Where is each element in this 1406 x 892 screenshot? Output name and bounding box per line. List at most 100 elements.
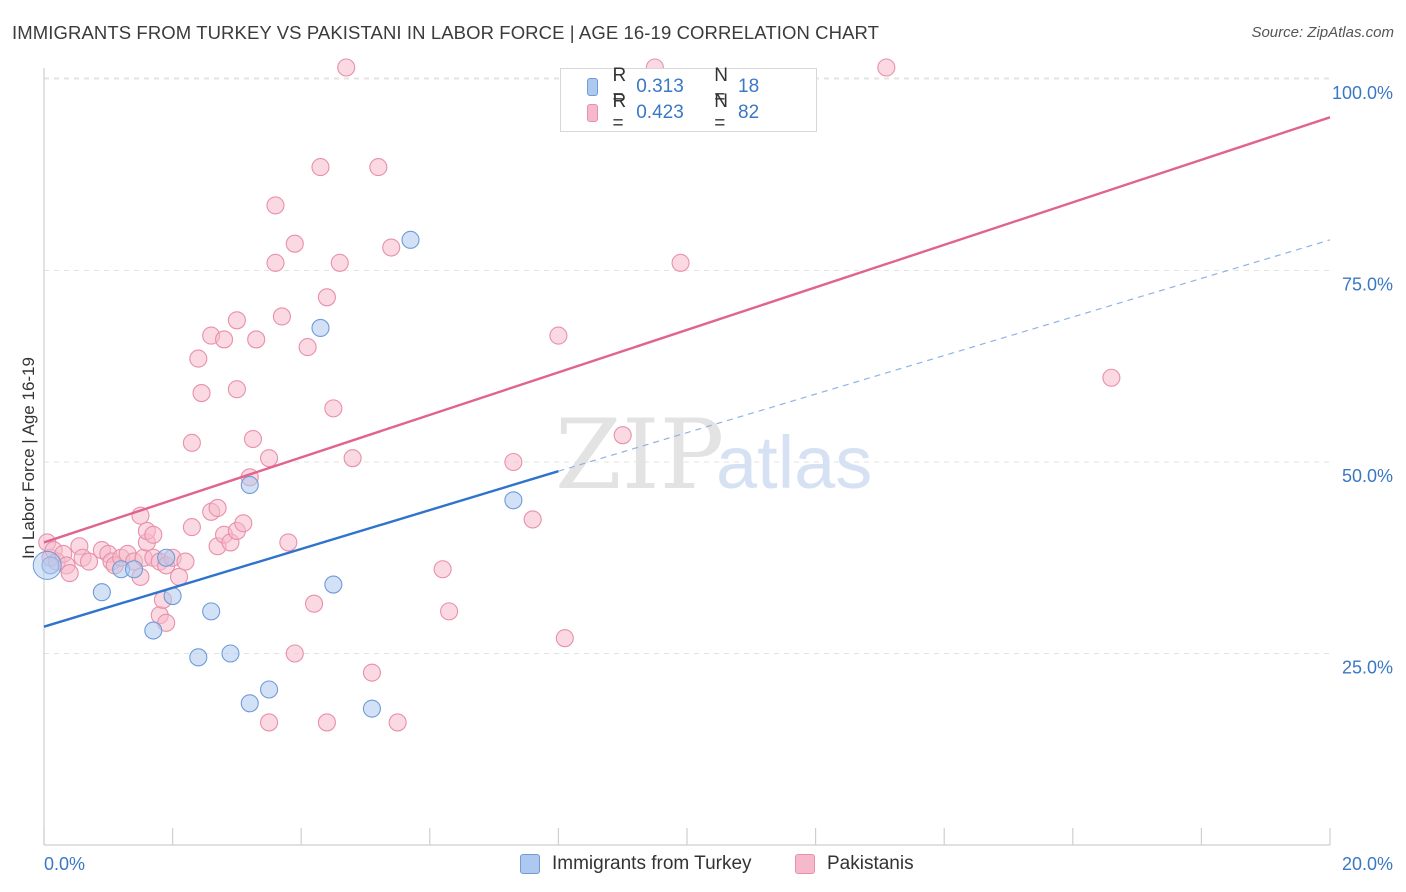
series-legend-turkey: Immigrants from Turkey: [520, 850, 752, 878]
series-label-turkey: Immigrants from Turkey: [552, 853, 752, 874]
point-pakistanis: [144, 525, 163, 544]
x-tick-label-min: 0.0%: [44, 854, 85, 874]
trend-lines: [43, 116, 1331, 628]
point-pakistanis: [311, 158, 330, 177]
point-pakistanis: [79, 552, 99, 571]
point-pakistanis: [259, 449, 279, 468]
point-turkey: [124, 560, 144, 579]
chart-title: IMMIGRANTS FROM TURKEY VS PAKISTANI IN L…: [12, 22, 880, 43]
point-pakistanis: [433, 560, 452, 579]
trend-line-turkey: [43, 470, 559, 628]
point-pakistanis: [613, 426, 632, 445]
series-swatch-pakistanis: [795, 854, 815, 874]
point-pakistanis: [324, 399, 343, 418]
trend-line-turkey-extension: [558, 239, 1331, 472]
point-turkey: [259, 680, 279, 699]
point-pakistanis: [243, 429, 263, 449]
series-swatch-turkey: [520, 854, 540, 874]
tick-labels: 25.0% 50.0% 75.0% 100.0% 0.0% 20.0%: [44, 83, 1393, 874]
point-pakistanis: [192, 384, 211, 403]
watermark-atlas: atlas: [716, 421, 872, 504]
point-pakistanis: [208, 498, 227, 518]
source-credit: Source: ZipAtlas.com: [1251, 24, 1394, 41]
point-pakistanis: [343, 449, 362, 468]
point-turkey: [240, 694, 259, 713]
point-pakistanis: [279, 533, 298, 552]
stats-legend: R = 0.313 N = 18 R = 0.423 N = 82: [560, 65, 817, 134]
point-pakistanis: [317, 288, 336, 307]
point-pakistanis: [504, 452, 523, 472]
legend-swatch-pakistanis: [587, 104, 599, 122]
legend-r-value: 0.313: [636, 76, 684, 97]
y-tick-label: 50.0%: [1342, 466, 1393, 486]
point-turkey: [362, 699, 381, 718]
point-pakistanis: [330, 253, 349, 272]
point-turkey: [311, 318, 330, 338]
trend-line-pakistanis: [43, 116, 1331, 544]
y-axis-label: In Labor Force | Age 16-19: [19, 357, 38, 559]
point-pakistanis: [60, 564, 79, 583]
point-pakistanis: [227, 380, 246, 399]
legend-r-label: R =: [612, 65, 627, 108]
y-tick-label: 75.0%: [1342, 275, 1393, 295]
series-label-pakistanis: Pakistanis: [827, 853, 914, 874]
point-pakistanis: [523, 510, 542, 529]
point-turkey: [189, 648, 208, 667]
point-pakistanis: [337, 58, 356, 77]
point-pakistanis: [369, 158, 388, 177]
point-pakistanis: [671, 253, 690, 272]
point-pakistanis: [362, 663, 381, 682]
point-pakistanis: [388, 713, 407, 732]
point-pakistanis: [285, 644, 304, 663]
point-pakistanis: [259, 713, 279, 732]
point-pakistanis: [285, 234, 304, 253]
data-points: [32, 58, 1121, 732]
legend-row-turkey: R = 0.313 N = 18: [587, 65, 816, 108]
point-turkey: [324, 575, 343, 594]
y-tick-label: 25.0%: [1342, 658, 1393, 678]
point-pakistanis: [182, 518, 201, 537]
point-pakistanis: [877, 58, 896, 77]
point-pakistanis: [1102, 368, 1121, 387]
series-legend-pakistanis: Pakistanis: [795, 850, 914, 878]
legend-swatch-turkey: [587, 78, 599, 96]
point-pakistanis: [176, 552, 195, 571]
point-turkey: [144, 621, 163, 640]
legend-n-value: 18: [738, 76, 760, 97]
point-pakistanis: [298, 338, 317, 357]
legend-n-value: 82: [738, 102, 760, 123]
point-turkey: [221, 644, 240, 663]
point-pakistanis: [214, 330, 234, 349]
watermark: ZIP atlas: [555, 399, 872, 511]
point-pakistanis: [234, 514, 253, 533]
point-turkey: [92, 583, 111, 602]
point-turkey: [157, 548, 176, 567]
watermark-zip: ZIP: [555, 399, 724, 511]
point-turkey: [202, 602, 221, 621]
y-tick-label: 100.0%: [1332, 83, 1393, 103]
point-pakistanis: [549, 326, 568, 345]
axes: [43, 68, 1331, 846]
legend-n-label: N =: [714, 65, 728, 108]
legend-row-pakistanis: R = 0.423 N = 82: [587, 91, 816, 134]
point-pakistanis: [247, 330, 266, 349]
legend-r-value: 0.423: [636, 102, 684, 123]
point-pakistanis: [266, 196, 285, 215]
point-pakistanis: [227, 311, 246, 330]
point-pakistanis: [266, 253, 285, 272]
point-pakistanis: [317, 713, 336, 732]
point-turkey: [504, 491, 523, 510]
x-tick-label-max: 20.0%: [1342, 854, 1393, 874]
point-pakistanis: [440, 602, 459, 621]
point-pakistanis: [182, 433, 201, 452]
point-pakistanis: [305, 594, 324, 613]
point-turkey-cluster: [32, 550, 62, 580]
point-pakistanis: [555, 629, 574, 648]
point-pakistanis: [189, 349, 208, 368]
point-pakistanis: [272, 307, 291, 326]
point-pakistanis: [382, 238, 401, 257]
legend-n-label: N =: [714, 91, 728, 134]
point-turkey: [240, 475, 259, 495]
legend-r-label: R =: [612, 91, 627, 134]
